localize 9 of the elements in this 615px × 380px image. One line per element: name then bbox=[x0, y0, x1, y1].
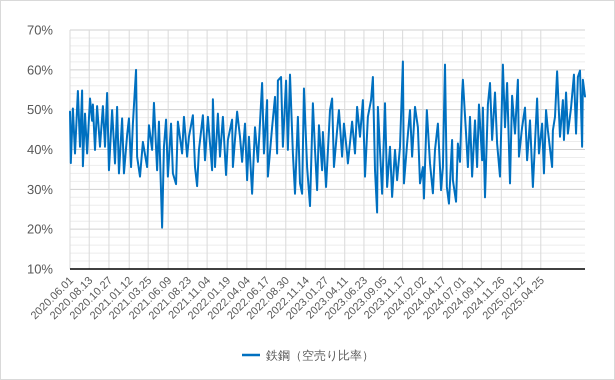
y-tick-label: 70% bbox=[26, 22, 54, 38]
y-tick-label: 20% bbox=[26, 222, 54, 237]
y-tick-label: 10% bbox=[26, 262, 54, 276]
legend-label: 鉄鋼（空売り比率） bbox=[266, 348, 374, 362]
y-tick-label: 30% bbox=[26, 182, 54, 197]
y-tick-label: 50% bbox=[26, 102, 54, 118]
legend: 鉄鋼（空売り比率） bbox=[242, 348, 374, 362]
y-tick-label: 60% bbox=[26, 62, 54, 78]
y-tick-label: 40% bbox=[26, 142, 54, 157]
